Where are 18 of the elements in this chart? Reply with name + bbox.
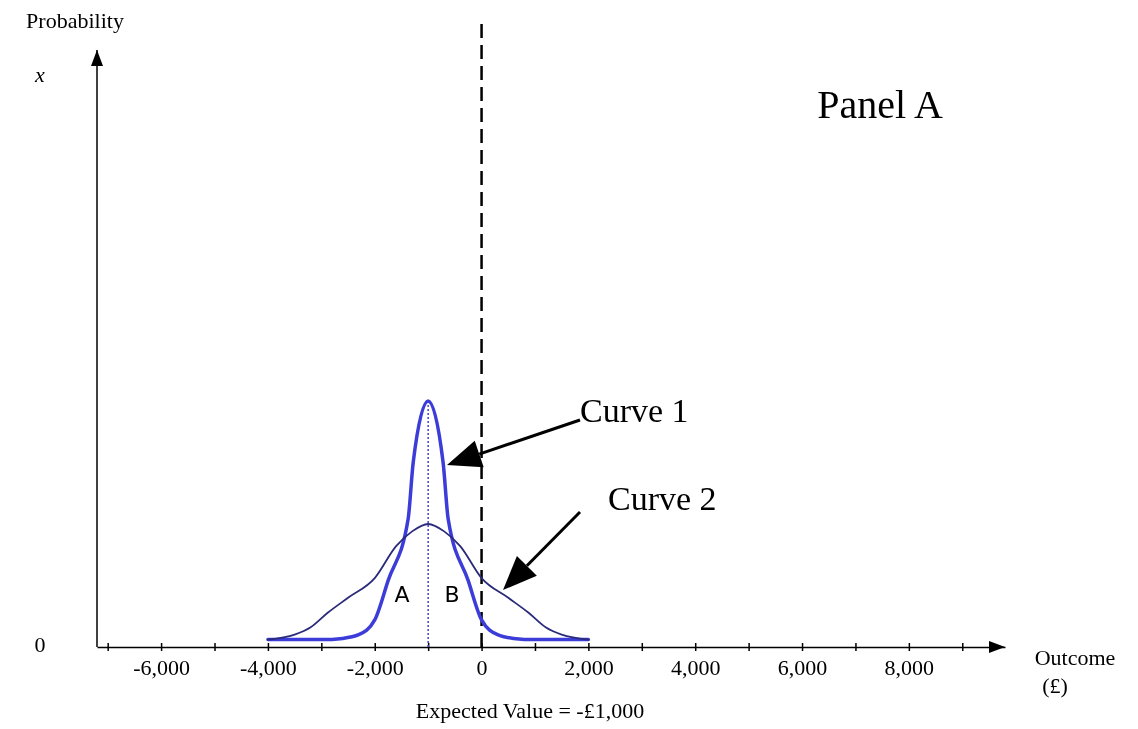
x-tick-label: 6,000 [777,654,828,680]
x-tick-label: 2,000 [564,654,614,680]
x-axis-title: Outcome (£) [1034,645,1116,698]
text: x [34,62,46,87]
annotation: A [394,582,410,607]
x-tick-label: 4,000 [670,654,721,680]
x-tick-label: -4,000 [240,654,297,680]
x-tick-label: 8,000 [884,654,935,680]
text: Expected Value = -£1,000 [415,698,645,723]
text: Panel A [817,82,943,127]
annotation: Curve 1 [580,392,689,429]
text: Probability [26,8,124,33]
annotation: Curve 2 [608,480,717,517]
annotation: B [444,582,460,607]
x-tick-label: -2,000 [346,654,404,680]
text: 0 [34,632,46,657]
x-tick-label: 0 [476,654,488,680]
x-tick-label: -6,000 [133,654,191,680]
